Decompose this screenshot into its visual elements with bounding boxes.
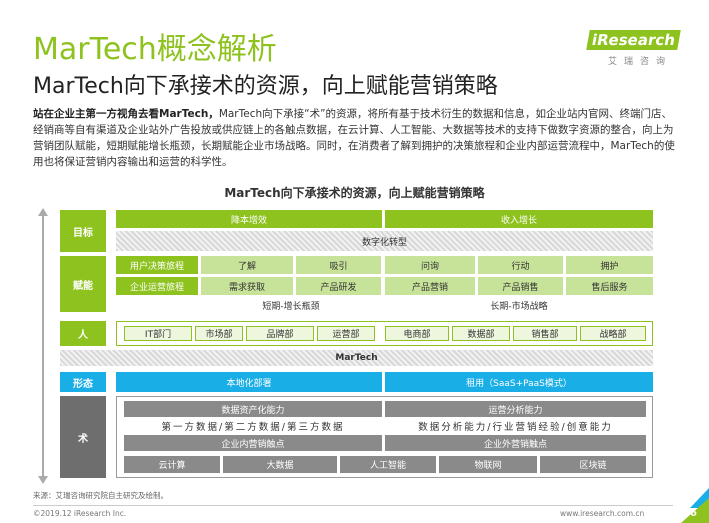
goal-cost: 降本增效 bbox=[116, 210, 382, 228]
arrow-down-icon bbox=[38, 476, 48, 484]
tech-ops-analysis: 运营分析能力 bbox=[385, 401, 646, 417]
tech-internal-touchpoints: 企业内营销触点 bbox=[124, 435, 382, 451]
people-dept: 电商部 bbox=[385, 326, 449, 341]
intro-bold: 站在企业主第一方视角去看MarTech， bbox=[33, 108, 219, 120]
tech-infra-item: 区块链 bbox=[540, 456, 646, 473]
vertical-axis-line bbox=[42, 214, 44, 477]
empower-row2-head: 企业运营旅程 bbox=[116, 277, 198, 295]
form-rent: 租用（SaaS+PaaS模式） bbox=[385, 372, 653, 392]
empower-row2-item: 售后服务 bbox=[566, 277, 653, 295]
empower-long-term: 长期-市场战略 bbox=[490, 301, 548, 312]
form-local: 本地化部署 bbox=[116, 372, 382, 392]
logo-cn-text: 艾瑞咨询 bbox=[608, 57, 673, 67]
people-dept: 市场部 bbox=[195, 326, 243, 341]
tech-infra-item: 云计算 bbox=[124, 456, 220, 473]
source-note: 来源：艾瑞咨询研究院自主研究及绘制。 bbox=[33, 491, 168, 500]
people-dept: 销售部 bbox=[513, 326, 577, 341]
page-subtitle: MarTech向下承接术的资源，向上赋能营销策略 bbox=[33, 74, 498, 99]
logo-text: iResearch bbox=[586, 30, 681, 50]
goal-digital-band: 数字化转型 bbox=[116, 231, 653, 251]
label-empower: 赋能 bbox=[60, 256, 106, 312]
empower-row1-item: 问询 bbox=[385, 256, 475, 274]
people-dept: 数据部 bbox=[452, 326, 510, 341]
site-url: www.iresearch.com.cn bbox=[560, 509, 645, 518]
intro-paragraph: 站在企业主第一方视角去看MarTech，MarTech向下承接“术”的资源，将所… bbox=[33, 106, 678, 170]
empower-row1-item: 吸引 bbox=[296, 256, 381, 274]
goal-revenue: 收入增长 bbox=[385, 210, 653, 228]
empower-row2-item: 需求获取 bbox=[201, 277, 293, 295]
tech-infra-item: 物联网 bbox=[439, 456, 537, 473]
people-dept: 运营部 bbox=[317, 326, 375, 341]
tech-analysis-caps: 数据分析能力/行业营销经验/创意能力 bbox=[418, 422, 613, 433]
footer-divider bbox=[33, 505, 673, 506]
people-dept: IT部门 bbox=[124, 326, 192, 341]
empower-row1-item: 拥护 bbox=[566, 256, 653, 274]
empower-row2-item: 产品研发 bbox=[296, 277, 381, 295]
label-tech: 术 bbox=[60, 396, 106, 478]
intro-rest: MarTech向下承接“术”的资源，将所有基于技术衍生的数据和信息，如企业站内官… bbox=[33, 108, 675, 168]
copyright: ©2019.12 iResearch Inc. bbox=[33, 509, 127, 518]
empower-row1-item: 行动 bbox=[478, 256, 563, 274]
tech-data-sources: 第一方数据/第二方数据/第三方数据 bbox=[161, 422, 345, 433]
tech-infra-item: 大数据 bbox=[223, 456, 337, 473]
page-title: MarTech概念解析 bbox=[33, 32, 277, 67]
label-people: 人 bbox=[60, 321, 106, 346]
diagram-title: MarTech向下承接术的资源，向上赋能营销策略 bbox=[224, 186, 485, 200]
people-dept: 品牌部 bbox=[246, 326, 314, 341]
arrow-up-icon bbox=[38, 208, 48, 216]
empower-row1-head: 用户决策旅程 bbox=[116, 256, 198, 274]
empower-row2-item: 产品销售 bbox=[478, 277, 563, 295]
iresearch-logo: iResearch 艾瑞咨询 bbox=[586, 30, 681, 67]
label-goal: 目标 bbox=[60, 210, 106, 252]
page-number: 6 bbox=[690, 508, 697, 519]
label-form: 形态 bbox=[60, 372, 106, 392]
empower-short-term: 短期-增长瓶颈 bbox=[262, 301, 320, 312]
tech-data-asset: 数据资产化能力 bbox=[124, 401, 382, 417]
empower-row1-item: 了解 bbox=[201, 256, 293, 274]
tech-external-touchpoints: 企业外营销触点 bbox=[385, 435, 646, 451]
people-dept: 战略部 bbox=[580, 326, 646, 341]
martech-band: MarTech bbox=[60, 350, 653, 366]
tech-infra-item: 人工智能 bbox=[340, 456, 436, 473]
empower-row2-item: 产品营销 bbox=[385, 277, 475, 295]
